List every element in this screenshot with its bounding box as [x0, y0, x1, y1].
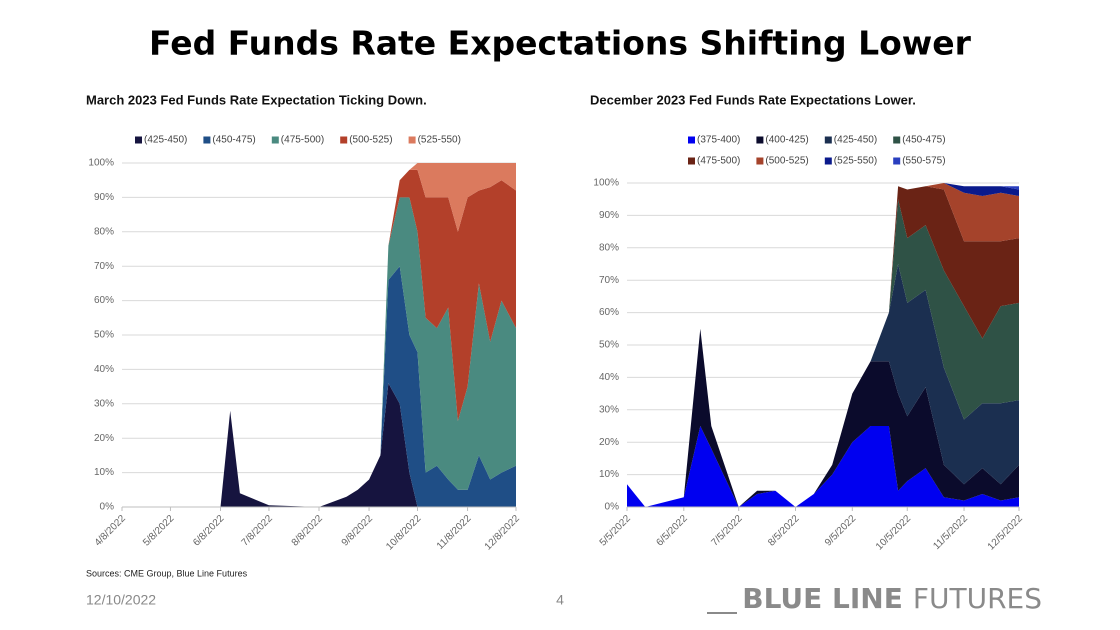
legend-swatch	[893, 157, 901, 165]
y-tick-label: 40%	[599, 372, 619, 383]
y-tick-label: 40%	[94, 364, 114, 375]
x-tick-label: 7/8/2022	[240, 513, 276, 549]
x-tick-label: 8/5/2022	[766, 513, 802, 549]
legend-swatch	[756, 157, 764, 165]
slide-title: Fed Funds Rate Expectations Shifting Low…	[149, 24, 972, 63]
page-number: 4	[556, 592, 564, 608]
legend-label: (525-550)	[418, 135, 461, 146]
y-tick-label: 90%	[94, 192, 114, 203]
y-tick-label: 0%	[605, 502, 620, 513]
legend-label: (475-500)	[697, 156, 740, 167]
y-tick-label: 60%	[599, 307, 619, 318]
y-tick-label: 30%	[599, 404, 619, 415]
y-tick-label: 90%	[599, 210, 619, 221]
x-tick-label: 11/5/2022	[931, 513, 970, 552]
area	[122, 266, 516, 507]
legend-label: (550-575)	[902, 156, 945, 167]
y-tick-label: 0%	[100, 502, 115, 513]
legend-swatch	[340, 136, 348, 144]
y-tick-label: 10%	[94, 467, 114, 478]
chart-subtitle: December 2023 Fed Funds Rate Expectation…	[590, 92, 916, 107]
y-tick-label: 10%	[599, 469, 619, 480]
x-tick-label: 11/8/2022	[435, 513, 474, 552]
y-tick-label: 50%	[599, 340, 619, 351]
legend-label: (450-475)	[902, 135, 945, 146]
chart-subtitle: March 2023 Fed Funds Rate Expectation Ti…	[86, 92, 427, 107]
legend-label: (450-475)	[212, 135, 255, 146]
legend-swatch	[824, 136, 832, 144]
y-tick-label: 20%	[599, 437, 619, 448]
x-tick-label: 9/8/2022	[340, 513, 376, 549]
legend-label: (500-525)	[765, 156, 808, 167]
legend-swatch	[756, 136, 764, 144]
logo: BLUE LINE FUTURES	[742, 582, 1042, 615]
y-tick-label: 80%	[599, 242, 619, 253]
y-tick-label: 100%	[593, 178, 619, 189]
x-tick-label: 12/5/2022	[986, 513, 1026, 553]
y-tick-label: 70%	[94, 261, 114, 272]
y-tick-label: 50%	[94, 330, 114, 341]
y-tick-label: 20%	[94, 433, 114, 444]
legend-swatch	[135, 136, 142, 144]
y-tick-label: 30%	[94, 398, 114, 409]
area	[627, 264, 1019, 507]
x-tick-label: 10/8/2022	[384, 513, 424, 553]
logo-light: FUTURES	[913, 582, 1042, 615]
y-tick-label: 100%	[88, 158, 114, 169]
x-tick-label: 8/8/2022	[290, 513, 326, 549]
slide-date: 12/10/2022	[86, 592, 156, 608]
legend-swatch	[408, 136, 416, 144]
legend-swatch	[688, 157, 695, 165]
legend-label: (425-450)	[834, 135, 877, 146]
logo-bold: BLUE LINE	[742, 582, 903, 615]
legend-swatch	[688, 136, 695, 144]
x-tick-label: 7/5/2022	[709, 513, 745, 549]
legend-swatch	[824, 157, 832, 165]
y-tick-label: 70%	[599, 275, 619, 286]
x-tick-label: 12/8/2022	[483, 513, 523, 553]
y-tick-label: 60%	[94, 295, 114, 306]
area	[627, 426, 1019, 507]
area	[122, 169, 516, 507]
area	[122, 197, 516, 507]
area	[627, 199, 1019, 507]
legend-swatch	[271, 136, 279, 144]
legend-label: (375-400)	[697, 135, 740, 146]
x-tick-label: 4/8/2022	[93, 513, 129, 549]
legend-label: (500-525)	[349, 135, 392, 146]
x-tick-label: 9/5/2022	[823, 513, 859, 549]
legend-label: (475-500)	[281, 135, 324, 146]
x-tick-label: 5/8/2022	[141, 513, 177, 549]
x-tick-label: 10/5/2022	[874, 513, 914, 553]
source-note: Sources: CME Group, Blue Line Futures	[86, 568, 248, 578]
y-tick-label: 80%	[94, 226, 114, 237]
legend-label: (525-550)	[834, 156, 877, 167]
legend-label: (425-450)	[144, 135, 187, 146]
legend-swatch	[203, 136, 211, 144]
legend-label: (400-425)	[765, 135, 808, 146]
area	[627, 328, 1019, 507]
x-tick-label: 6/5/2022	[654, 513, 690, 549]
x-tick-label: 5/5/2022	[598, 513, 634, 549]
area	[627, 183, 1019, 507]
legend-swatch	[893, 136, 901, 144]
x-tick-label: 6/8/2022	[191, 513, 227, 549]
